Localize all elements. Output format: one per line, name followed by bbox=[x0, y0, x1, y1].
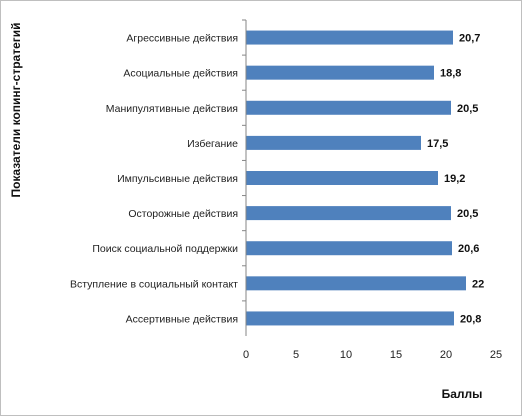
x-tick-label: 5 bbox=[293, 349, 299, 361]
bars-layer bbox=[246, 30, 466, 326]
category-label: Агрессивные действия bbox=[126, 33, 238, 45]
category-label: Вступление в социальный контакт bbox=[70, 278, 238, 290]
value-label: 20,5 bbox=[457, 208, 478, 220]
axis-layer bbox=[242, 19, 247, 336]
bar bbox=[246, 171, 438, 185]
bar bbox=[246, 135, 421, 150]
x-tick-label: 20 bbox=[440, 349, 452, 361]
value-label: 18,8 bbox=[440, 68, 461, 80]
bar bbox=[246, 100, 451, 115]
category-label: Ассертивные действия bbox=[126, 313, 238, 325]
x-tick-label: 10 bbox=[340, 349, 352, 361]
category-label: Осторожные действия bbox=[128, 208, 238, 220]
category-label: Асоциальные действия bbox=[123, 68, 238, 80]
x-tick-label: 0 bbox=[243, 349, 249, 361]
value-label: 17,5 bbox=[427, 138, 448, 150]
bar bbox=[246, 206, 451, 221]
bar bbox=[246, 276, 466, 291]
value-label: 20,5 bbox=[457, 103, 478, 115]
value-label: 20,7 bbox=[459, 33, 480, 45]
value-label: 19,2 bbox=[444, 173, 465, 185]
value-label: 20,6 bbox=[458, 243, 479, 255]
bar bbox=[246, 65, 434, 80]
category-label: Поиск социальной поддержки bbox=[92, 243, 238, 255]
value-label: 22 bbox=[472, 278, 484, 290]
category-label: Избегание bbox=[187, 138, 238, 150]
category-label: Манипулятивные действия bbox=[106, 103, 238, 115]
value-label: 20,8 bbox=[460, 313, 481, 325]
bar bbox=[246, 30, 453, 45]
labels-layer: Агрессивные действия 20,7 Асоциальные дейс… bbox=[70, 33, 502, 361]
x-tick-label: 15 bbox=[390, 349, 402, 361]
bar bbox=[246, 311, 454, 326]
bar bbox=[246, 241, 452, 256]
category-label: Импульсивные действия bbox=[117, 173, 238, 185]
y-axis-title: Показатели копинг-стратегий bbox=[9, 22, 23, 197]
x-axis-title: Баллы bbox=[442, 387, 483, 401]
x-tick-label: 25 bbox=[490, 349, 502, 361]
